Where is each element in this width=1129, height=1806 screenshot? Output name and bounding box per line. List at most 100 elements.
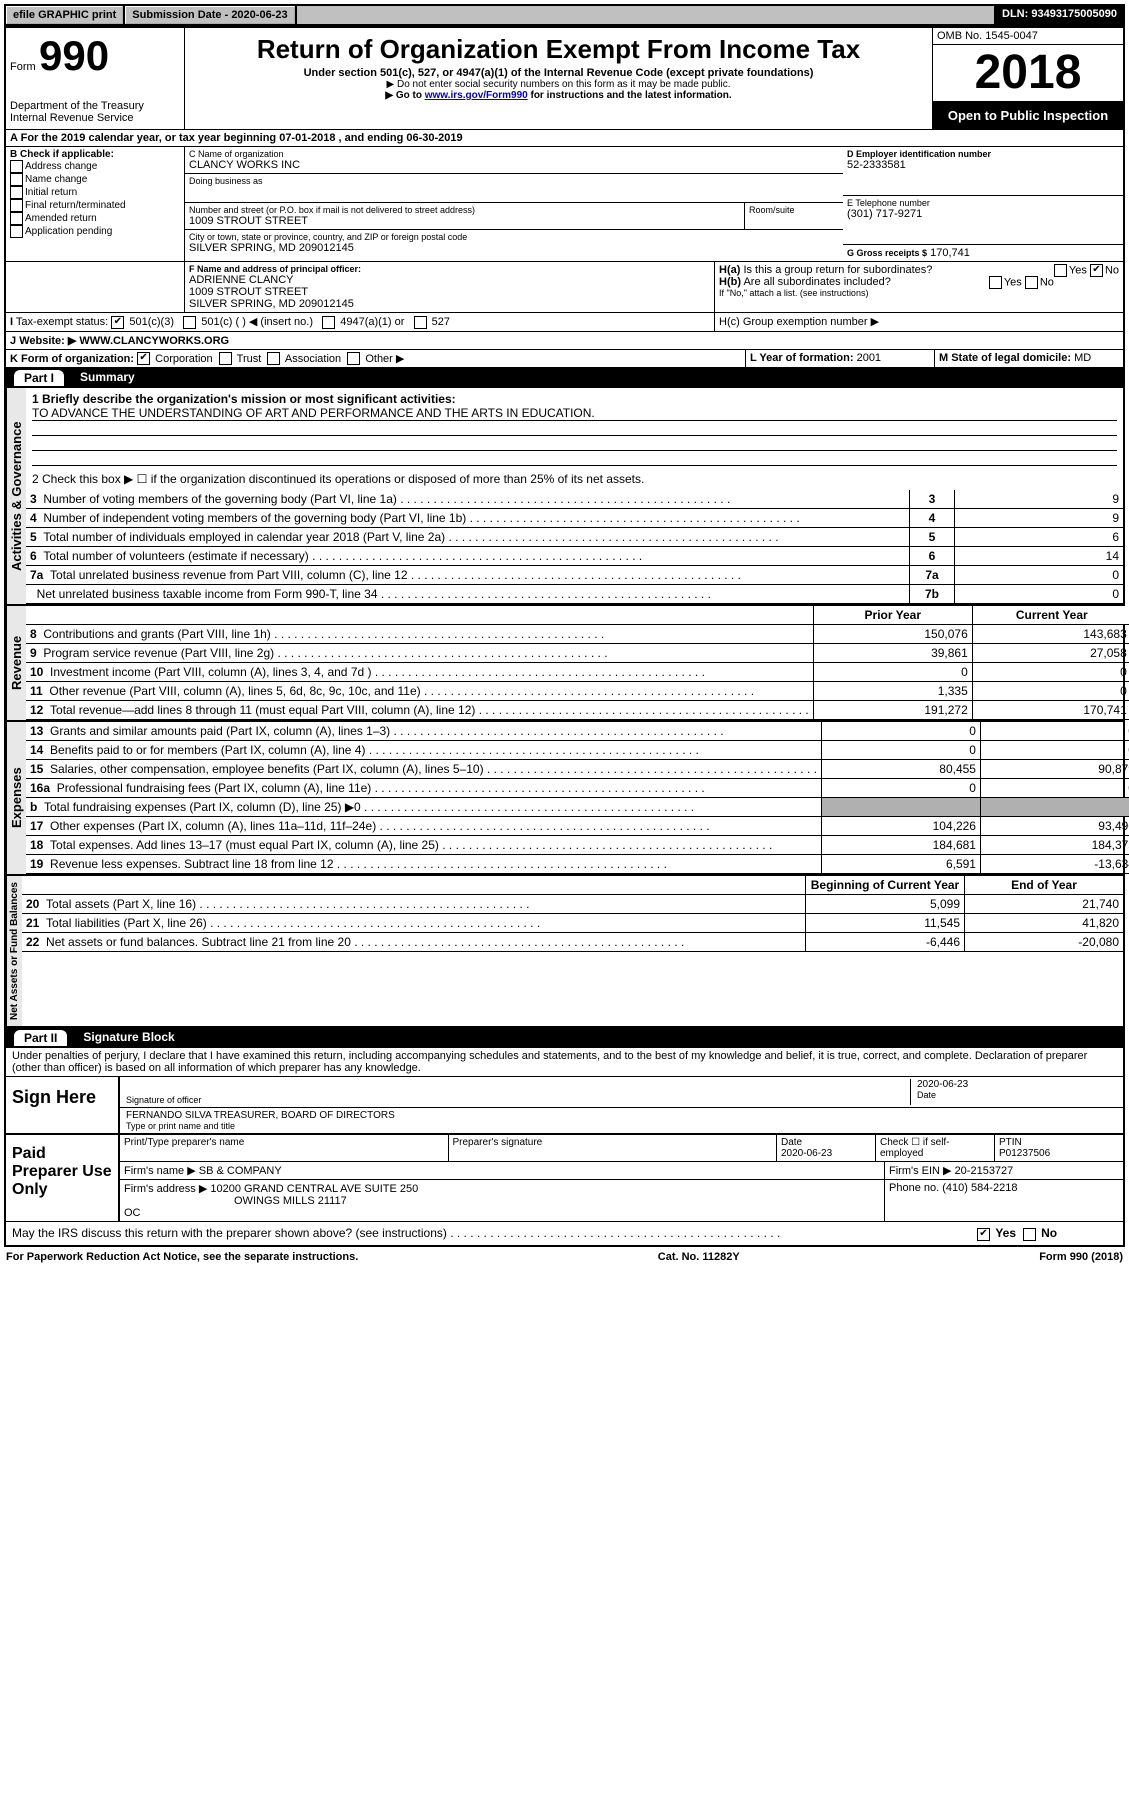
summary-row: 6 Total number of volunteers (estimate i… (26, 547, 1123, 566)
print-name-label: Type or print name and title (126, 1121, 1117, 1131)
f-label: F Name and address of principal officer: (189, 264, 710, 274)
chk-address-change[interactable]: Address change (10, 160, 180, 173)
summary-row: 5 Total number of individuals employed i… (26, 528, 1123, 547)
form-frame: Form 990 Department of the TreasuryInter… (4, 26, 1125, 1247)
sig-date: 2020-06-23 (917, 1079, 1117, 1090)
summary-row: 4 Number of independent voting members o… (26, 509, 1123, 528)
h-b: H(b) Are all subordinates included? Yes … (719, 276, 1119, 288)
summary-row: 8 Contributions and grants (Part VIII, l… (26, 625, 1129, 644)
summary-row: 18 Total expenses. Add lines 13–17 (must… (26, 836, 1129, 855)
hdr-beginning: Beginning of Current Year (805, 876, 964, 894)
officer-print-name: FERNANDO SILVA TREASURER, BOARD OF DIREC… (126, 1110, 1117, 1121)
chk-527[interactable] (414, 316, 427, 329)
j-row: J Website: ▶ WWW.CLANCYWORKS.ORG (6, 332, 1123, 350)
paid-preparer-label: Paid Preparer Use Only (6, 1135, 120, 1221)
chk-name-change[interactable]: Name change (10, 173, 180, 186)
chk-501c[interactable] (183, 316, 196, 329)
firm-ein: 20-2153727 (955, 1165, 1014, 1177)
c-label: C Name of organization (189, 149, 839, 159)
chk-assoc[interactable] (267, 352, 280, 365)
city-label: City or town, state or province, country… (189, 232, 839, 242)
firm-name: SB & COMPANY (199, 1165, 282, 1177)
chk-trust[interactable] (219, 352, 232, 365)
fh-block: F Name and address of principal officer:… (6, 262, 1123, 313)
omb-box: OMB No. 1545-0047 2018 Open to Public In… (933, 28, 1123, 129)
summary-row: 13 Grants and similar amounts paid (Part… (26, 722, 1129, 741)
website[interactable]: WWW.CLANCYWORKS.ORG (79, 335, 229, 347)
officer-addr1: 1009 STROUT STREET (189, 286, 710, 298)
summary-row: 15 Salaries, other compensation, employe… (26, 760, 1129, 779)
tax-year: 2018 (933, 45, 1123, 102)
g-label: G Gross receipts $ (847, 248, 927, 258)
summary-row: 9 Program service revenue (Part VIII, li… (26, 644, 1129, 663)
d-label: D Employer identification number (847, 149, 1119, 159)
firm-phone: (410) 584-2218 (942, 1182, 1017, 1194)
phone-label: Phone no. (889, 1182, 939, 1194)
chk-other[interactable] (347, 352, 360, 365)
gross-receipts: 170,741 (930, 247, 970, 259)
side-revenue: Revenue (6, 606, 26, 720)
h-note: If "No," attach a list. (see instruction… (719, 288, 1119, 298)
i-row: I Tax-exempt status: ✔ 501(c)(3) 501(c) … (6, 313, 1123, 332)
discuss-yes[interactable]: ✔ (977, 1228, 990, 1241)
sig-officer-label: Signature of officer (126, 1095, 910, 1105)
summary-row: 12 Total revenue—add lines 8 through 11 … (26, 701, 1129, 720)
h-a: H(a) Is this a group return for subordin… (719, 264, 1119, 276)
sign-here-block: Sign Here Signature of officer 2020-06-2… (6, 1076, 1123, 1133)
prep-name-hdr: Print/Type preparer's name (120, 1135, 449, 1161)
efile-button[interactable]: efile GRAPHIC print (6, 6, 123, 24)
summary-row: 21 Total liabilities (Part X, line 26)11… (22, 914, 1123, 933)
state-domicile: MD (1074, 352, 1091, 364)
summary-row: 16a Professional fundraising fees (Part … (26, 779, 1129, 798)
dln: DLN: 93493175005090 (996, 6, 1123, 24)
summary-row: b Total fundraising expenses (Part IX, c… (26, 798, 1129, 817)
discuss-row: May the IRS discuss this return with the… (6, 1221, 1123, 1244)
irs-link[interactable]: www.irs.gov/Form990 (425, 90, 528, 101)
officer-addr2: SILVER SPRING, MD 209012145 (189, 298, 710, 310)
section-net-assets: Net Assets or Fund Balances Beginning of… (6, 876, 1123, 1028)
klm-row: K Form of organization: ✔ Corporation Tr… (6, 350, 1123, 369)
sign-here-label: Sign Here (6, 1077, 120, 1133)
summary-row: 17 Other expenses (Part IX, column (A), … (26, 817, 1129, 836)
b-header: B Check if applicable: (10, 149, 180, 160)
form-title: Return of Organization Exempt From Incom… (189, 34, 928, 65)
hdr-current: Current Year (972, 606, 1129, 624)
form-number-box: Form 990 Department of the TreasuryInter… (6, 28, 185, 129)
paid-preparer-block: Paid Preparer Use Only Print/Type prepar… (6, 1133, 1123, 1221)
subtitle-3: ▶ Go to www.irs.gov/Form990 for instruct… (189, 90, 928, 101)
form-header: Form 990 Department of the TreasuryInter… (6, 28, 1123, 130)
summary-row: 3 Number of voting members of the govern… (26, 490, 1123, 509)
title-box: Return of Organization Exempt From Incom… (185, 28, 933, 129)
summary-row: Net unrelated business taxable income fr… (26, 585, 1123, 604)
section-revenue: Revenue Prior Year Current Year 8 Contri… (6, 606, 1123, 722)
chk-501c3[interactable]: ✔ (111, 316, 124, 329)
open-inspection: Open to Public Inspection (933, 102, 1123, 129)
phone-value: (301) 717-9271 (847, 208, 1119, 220)
hdr-end: End of Year (964, 876, 1123, 894)
footer-right: Form 990 (2018) (1039, 1251, 1123, 1263)
topbar-spacer (297, 6, 994, 24)
chk-amended[interactable]: Amended return (10, 212, 180, 225)
discuss-no[interactable] (1023, 1228, 1036, 1241)
submission-date: Submission Date - 2020-06-23 (125, 6, 294, 24)
chk-corp[interactable]: ✔ (137, 352, 150, 365)
section-expenses: Expenses 13 Grants and similar amounts p… (6, 722, 1123, 876)
chk-app-pending[interactable]: Application pending (10, 225, 180, 238)
firm-ein-label: Firm's EIN ▶ (889, 1165, 952, 1177)
footer-left: For Paperwork Reduction Act Notice, see … (6, 1251, 358, 1263)
firm-addr2: OWINGS MILLS 21117OC (124, 1195, 347, 1219)
subtitle-2: ▶ Do not enter social security numbers o… (189, 79, 928, 90)
part-i-label: Part I (14, 370, 64, 386)
side-expenses: Expenses (6, 722, 26, 874)
chk-initial-return[interactable]: Initial return (10, 186, 180, 199)
prep-selfemp: Check ☐ if self-employed (876, 1135, 995, 1161)
prep-sig-hdr: Preparer's signature (449, 1135, 778, 1161)
summary-row: 19 Revenue less expenses. Subtract line … (26, 855, 1129, 874)
perjury-statement: Under penalties of perjury, I declare th… (6, 1048, 1123, 1076)
chk-final-return[interactable]: Final return/terminated (10, 199, 180, 212)
chk-4947[interactable] (322, 316, 335, 329)
subtitle-1: Under section 501(c), 527, or 4947(a)(1)… (189, 67, 928, 79)
addr-label: Number and street (or P.O. box if mail i… (189, 205, 740, 215)
ein-value: 52-2333581 (847, 159, 1119, 171)
mission-text: TO ADVANCE THE UNDERSTANDING OF ART AND … (32, 406, 1117, 421)
